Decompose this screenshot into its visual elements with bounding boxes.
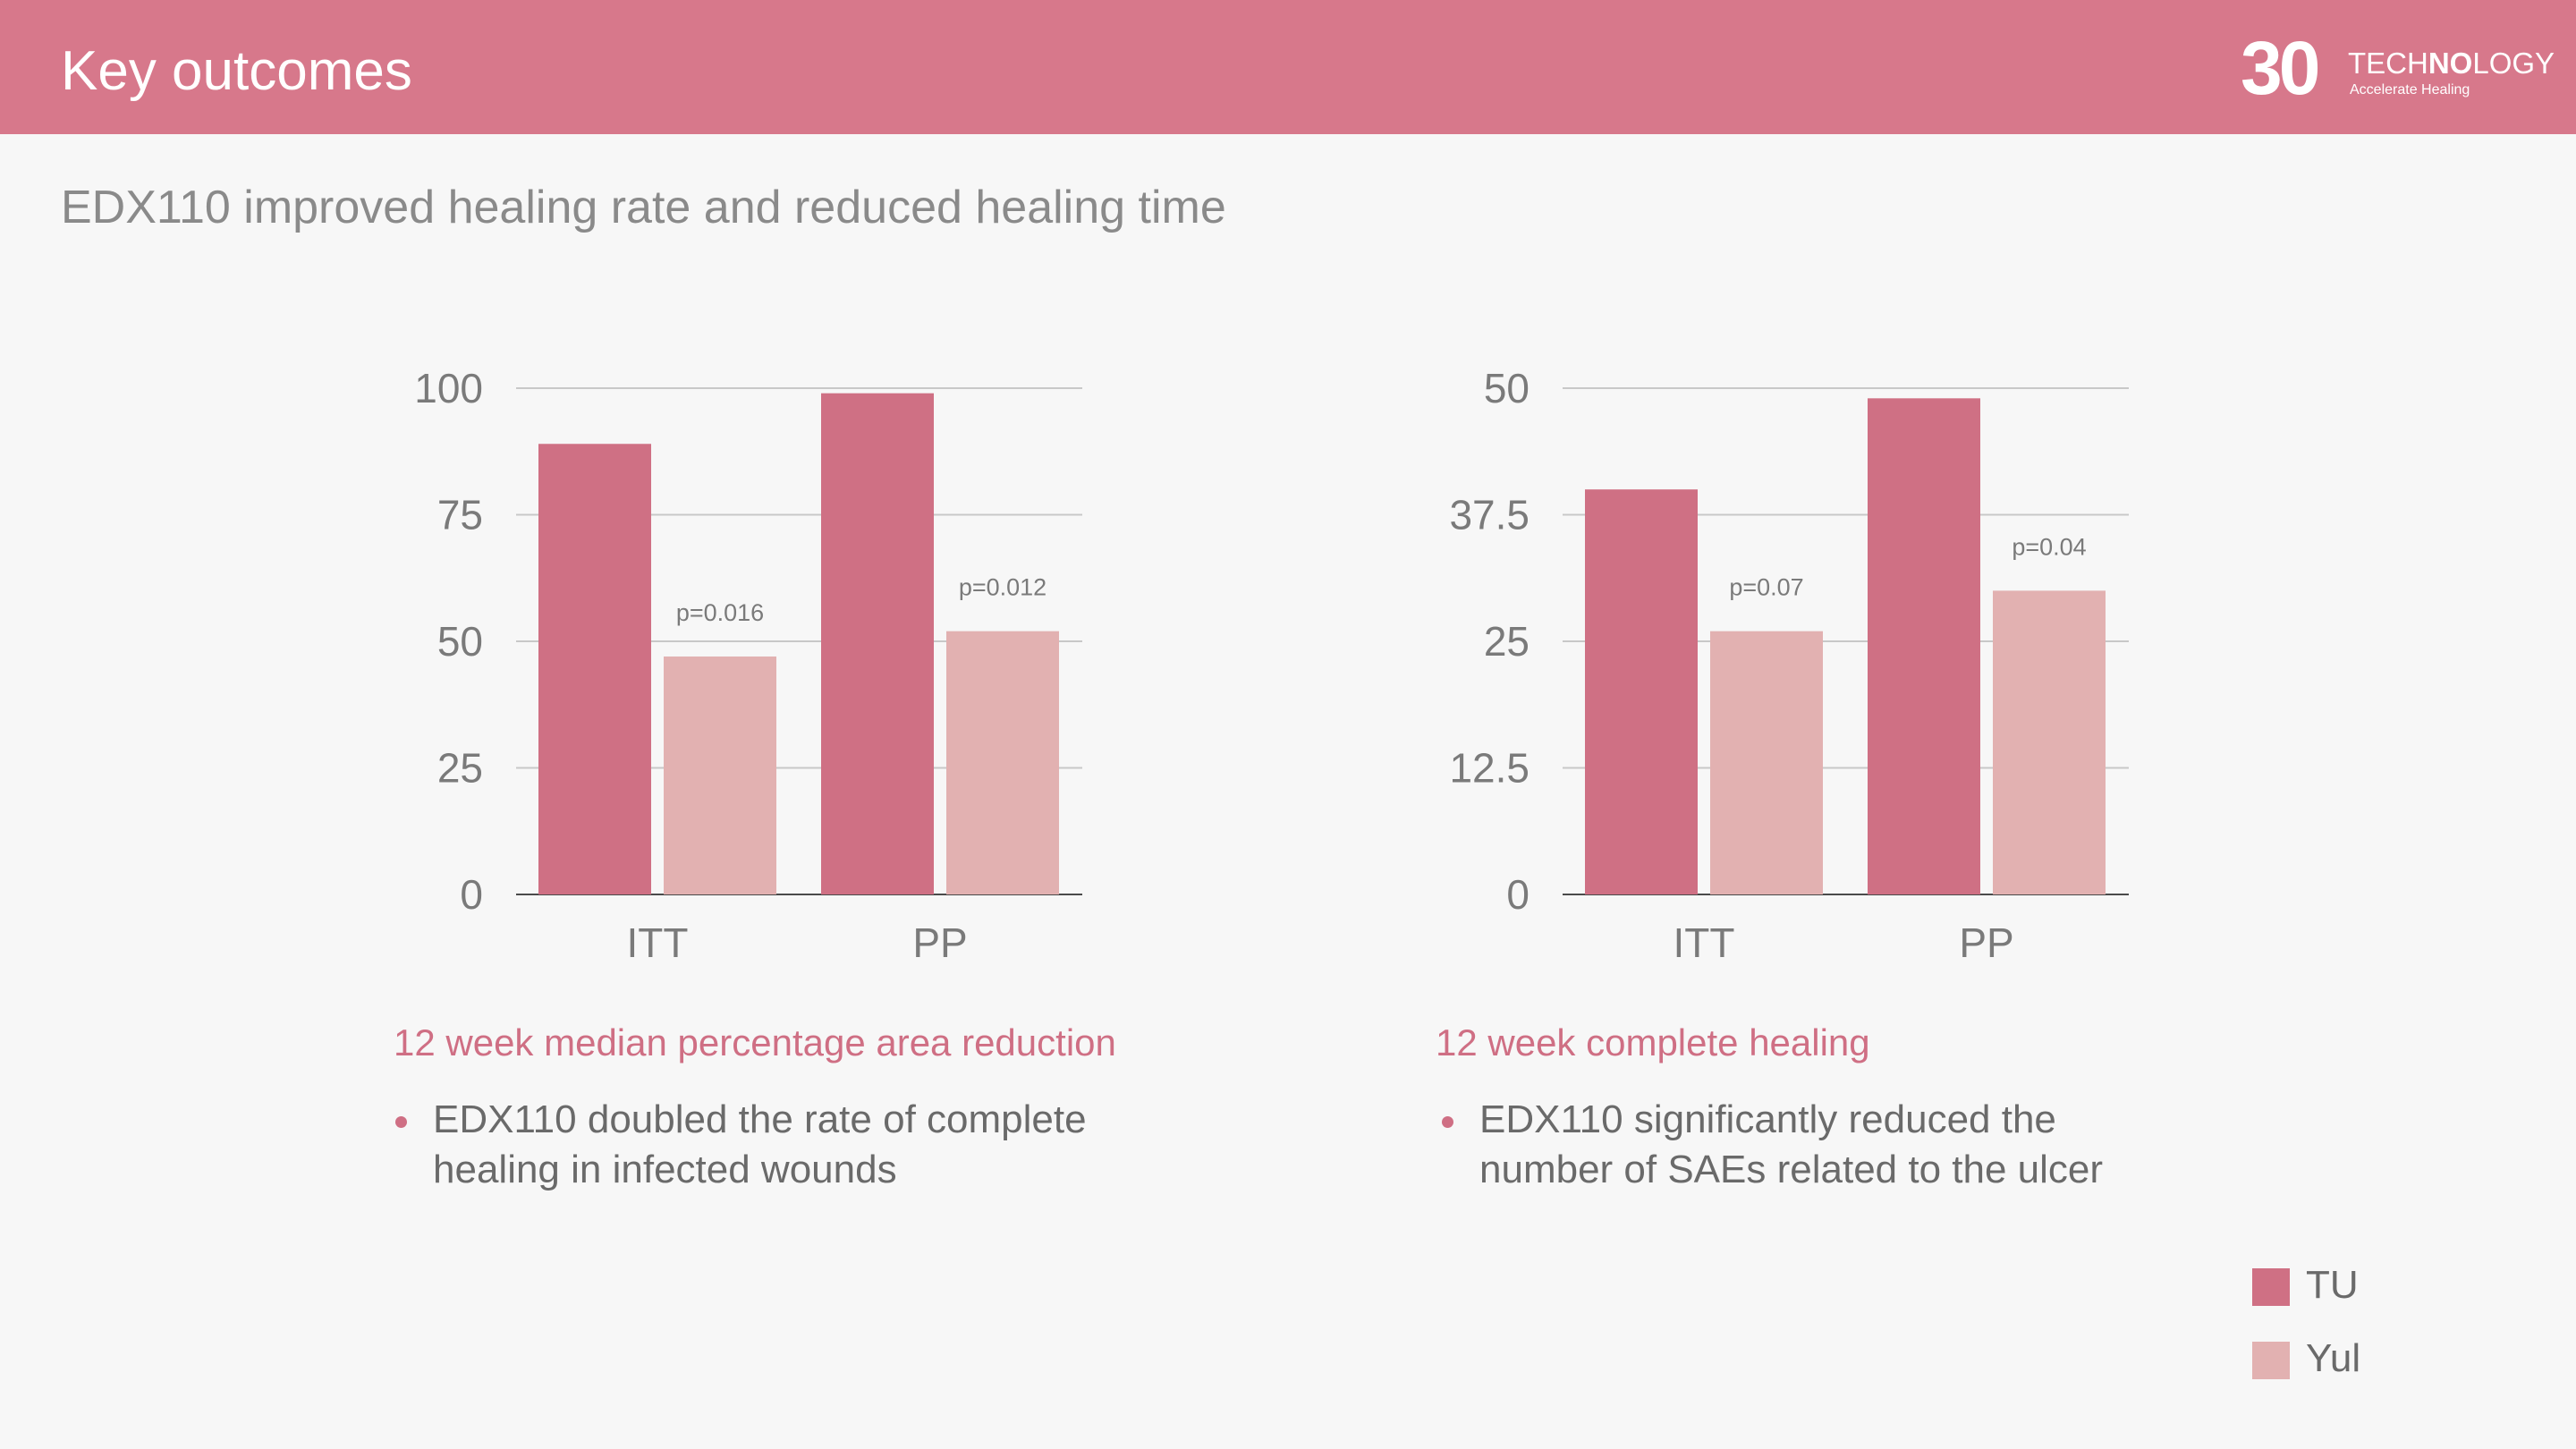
header-bar: Key outcomes 30 TECHNOLOGY Accelerate He… [0, 0, 2576, 134]
chart-1-ytick-label: 100 [414, 365, 483, 411]
chart-2-ytick-label: 37.5 [1449, 492, 1530, 538]
page-title: Key outcomes [61, 40, 412, 102]
legend-swatch-tu [2252, 1268, 2290, 1306]
chart-2-category-label: ITT [1674, 919, 1735, 966]
chart-1-bar-yul-pp [946, 631, 1059, 894]
bullet-right-line-2: number of SAEs related to the ulcer [1479, 1148, 2104, 1191]
chart-1-ytick-label: 0 [460, 871, 483, 918]
chart-2-bar-yul-pp [1993, 590, 2106, 894]
legend-swatch-yul [2252, 1342, 2290, 1379]
bullet-right: EDX110 significantly reduced the number … [1442, 1095, 2104, 1195]
chart-1-bar-yul-itt [664, 656, 776, 894]
chart-1-ytick-label: 25 [437, 745, 483, 792]
bullet-left-line-2: healing in infected wounds [433, 1148, 897, 1191]
chart-1-ytick-label: 75 [437, 492, 483, 538]
bullet-left: EDX110 doubled the rate of complete heal… [395, 1095, 1087, 1195]
chart-1-pvalue-label: p=0.016 [676, 599, 764, 626]
chart-1-pvalue-label: p=0.012 [959, 574, 1046, 601]
logo-wordmark: TECHNOLOGY [2348, 47, 2555, 80]
chart-2-ytick-label: 0 [1506, 871, 1530, 918]
chart-2-ytick-label: 50 [1484, 365, 1530, 411]
chart-1-ytick-label: 50 [437, 618, 483, 665]
chart-2-bar-yul-itt [1710, 631, 1823, 894]
slide-subtitle: EDX110 improved healing rate and reduced… [61, 182, 1226, 233]
bullet-right-line-1: EDX110 significantly reduced the [1479, 1097, 2056, 1141]
chart-1-title: 12 week median percentage area reduction [394, 1021, 1116, 1063]
bullet-dot [395, 1116, 407, 1128]
bullet-dot [1442, 1116, 1453, 1128]
legend-label-yul: Yul [2306, 1336, 2361, 1380]
chart-2-category-label: PP [1959, 919, 2013, 966]
chart-2-bar-tu-pp [1868, 398, 1980, 894]
chart-2-ytick-label: 25 [1484, 618, 1530, 665]
chart-1-category-label: ITT [627, 919, 689, 966]
logo-number: 30 [2241, 26, 2320, 110]
chart-1-category-label: PP [912, 919, 967, 966]
chart-2-title: 12 week complete healing [1436, 1021, 1870, 1063]
chart-2-pvalue-label: p=0.04 [2012, 533, 2086, 560]
chart-1-bar-tu-itt [538, 444, 651, 894]
company-logo: 30 TECHNOLOGY Accelerate Healing [2241, 26, 2555, 110]
chart-2-pvalue-label: p=0.07 [1729, 574, 1803, 601]
bullet-left-line-1: EDX110 doubled the rate of complete [433, 1097, 1087, 1141]
chart-2-bar-tu-itt [1585, 489, 1698, 894]
chart-2-ytick-label: 12.5 [1449, 745, 1530, 792]
logo-tagline: Accelerate Healing [2350, 82, 2470, 97]
chart-1-bar-tu-pp [821, 393, 934, 894]
legend-label-tu: TU [2306, 1263, 2359, 1307]
